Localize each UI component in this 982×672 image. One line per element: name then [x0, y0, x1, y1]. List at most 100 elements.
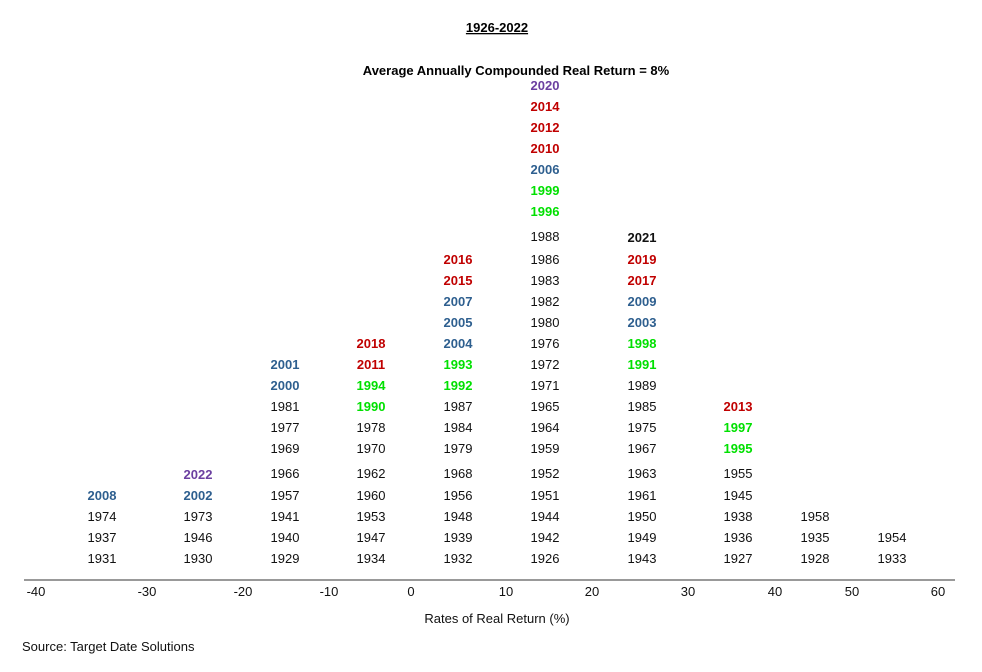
year-label-1941: 1941	[271, 509, 300, 524]
year-label-1987: 1987	[444, 399, 473, 414]
source-note: Source: Target Date Solutions	[22, 639, 195, 654]
year-label-1950: 1950	[628, 509, 657, 524]
year-label-1939: 1939	[444, 530, 473, 545]
year-label-1967: 1967	[628, 441, 657, 456]
x-tick-label: 50	[845, 584, 859, 599]
x-axis-ticks: -40 -30 -20 -10 0 10 20 30 40 50 60	[27, 584, 946, 599]
year-label-2017: 2017	[628, 273, 657, 288]
year-label-2009: 2009	[628, 294, 657, 309]
year-label-1991: 1991	[628, 357, 657, 372]
year-label-1932: 1932	[444, 551, 473, 566]
year-label-1973: 1973	[184, 509, 213, 524]
year-label-1960: 1960	[357, 488, 386, 503]
year-label-1930: 1930	[184, 551, 213, 566]
year-label-1976: 1976	[531, 336, 560, 351]
year-label-1971: 1971	[531, 378, 560, 393]
year-label-1990: 1990	[357, 399, 386, 414]
year-label-1978: 1978	[357, 420, 386, 435]
x-tick-label: -40	[27, 584, 46, 599]
year-label-1972: 1972	[531, 357, 560, 372]
year-label-1992: 1992	[444, 378, 473, 393]
year-label-1958: 1958	[801, 509, 830, 524]
year-label-1962: 1962	[357, 466, 386, 481]
year-label-2019: 2019	[628, 252, 657, 267]
year-label-1996: 1996	[531, 204, 560, 219]
year-label-1985: 1985	[628, 399, 657, 414]
year-label-1994: 1994	[357, 378, 387, 393]
year-label-1938: 1938	[724, 509, 753, 524]
year-label-1937: 1937	[88, 530, 117, 545]
x-tick-label: -10	[320, 584, 339, 599]
year-label-1993: 1993	[444, 357, 473, 372]
year-label-2000: 2000	[271, 378, 300, 393]
year-label-1947: 1947	[357, 530, 386, 545]
x-axis-label: Rates of Real Return (%)	[424, 611, 569, 626]
x-tick-label: 20	[585, 584, 599, 599]
year-label-1926: 1926	[531, 551, 560, 566]
year-label-1940: 1940	[271, 530, 300, 545]
year-label-2020: 2020	[531, 78, 560, 93]
year-label-1999: 1999	[531, 183, 560, 198]
year-label-2008: 2008	[88, 488, 117, 503]
year-label-1927: 1927	[724, 551, 753, 566]
year-label-1998: 1998	[628, 336, 657, 351]
year-label-2004: 2004	[444, 336, 474, 351]
year-label-1936: 1936	[724, 530, 753, 545]
year-label-2003: 2003	[628, 315, 657, 330]
year-label-2013: 2013	[724, 399, 753, 414]
year-label-1935: 1935	[801, 530, 830, 545]
year-label-1931: 1931	[88, 551, 117, 566]
year-label-1954: 1954	[878, 530, 907, 545]
year-label-1933: 1933	[878, 551, 907, 566]
x-tick-label: 0	[407, 584, 414, 599]
year-label-1957: 1957	[271, 488, 300, 503]
year-label-1966: 1966	[271, 466, 300, 481]
year-label-1964: 1964	[531, 420, 560, 435]
x-tick-label: 40	[768, 584, 782, 599]
year-bins: 1931 1937 1974 2008 1930 1946 1973 2002 2022 1929…	[88, 78, 907, 566]
chart-subtitle: Average Annually Compounded Real Return …	[363, 63, 670, 78]
year-label-1981: 1981	[271, 399, 300, 414]
x-tick-label: 60	[931, 584, 945, 599]
year-label-1961: 1961	[628, 488, 657, 503]
year-label-1969: 1969	[271, 441, 300, 456]
year-label-1988: 1988	[531, 229, 560, 244]
year-label-1965: 1965	[531, 399, 560, 414]
year-label-2021: 2021	[628, 230, 657, 245]
year-label-1948: 1948	[444, 509, 473, 524]
year-label-2018: 2018	[357, 336, 386, 351]
year-label-2006: 2006	[531, 162, 560, 177]
year-label-1942: 1942	[531, 530, 560, 545]
year-label-2002: 2002	[184, 488, 213, 503]
year-label-1946: 1946	[184, 530, 213, 545]
year-label-1949: 1949	[628, 530, 657, 545]
year-label-1944: 1944	[531, 509, 560, 524]
year-label-1979: 1979	[444, 441, 473, 456]
x-tick-label: -30	[138, 584, 157, 599]
year-label-1945: 1945	[724, 488, 753, 503]
x-tick-label: 30	[681, 584, 695, 599]
year-label-2012: 2012	[531, 120, 560, 135]
year-label-2016: 2016	[444, 252, 473, 267]
year-label-1980: 1980	[531, 315, 560, 330]
year-label-1983: 1983	[531, 273, 560, 288]
x-tick-label: -20	[234, 584, 253, 599]
year-label-2022: 2022	[184, 467, 213, 482]
year-label-1986: 1986	[531, 252, 560, 267]
year-label-2005: 2005	[444, 315, 473, 330]
year-label-2001: 2001	[271, 357, 300, 372]
year-label-1968: 1968	[444, 466, 473, 481]
year-label-1929: 1929	[271, 551, 300, 566]
year-label-2010: 2010	[531, 141, 560, 156]
year-label-2007: 2007	[444, 294, 473, 309]
chart-title: 1926-2022	[466, 20, 528, 35]
year-label-2011: 2011	[357, 357, 385, 372]
year-label-1974: 1974	[88, 509, 117, 524]
year-label-1995: 1995	[724, 441, 753, 456]
year-label-1963: 1963	[628, 466, 657, 481]
year-label-1953: 1953	[357, 509, 386, 524]
year-label-1943: 1943	[628, 551, 657, 566]
year-label-1959: 1959	[531, 441, 560, 456]
year-label-1984: 1984	[444, 420, 473, 435]
